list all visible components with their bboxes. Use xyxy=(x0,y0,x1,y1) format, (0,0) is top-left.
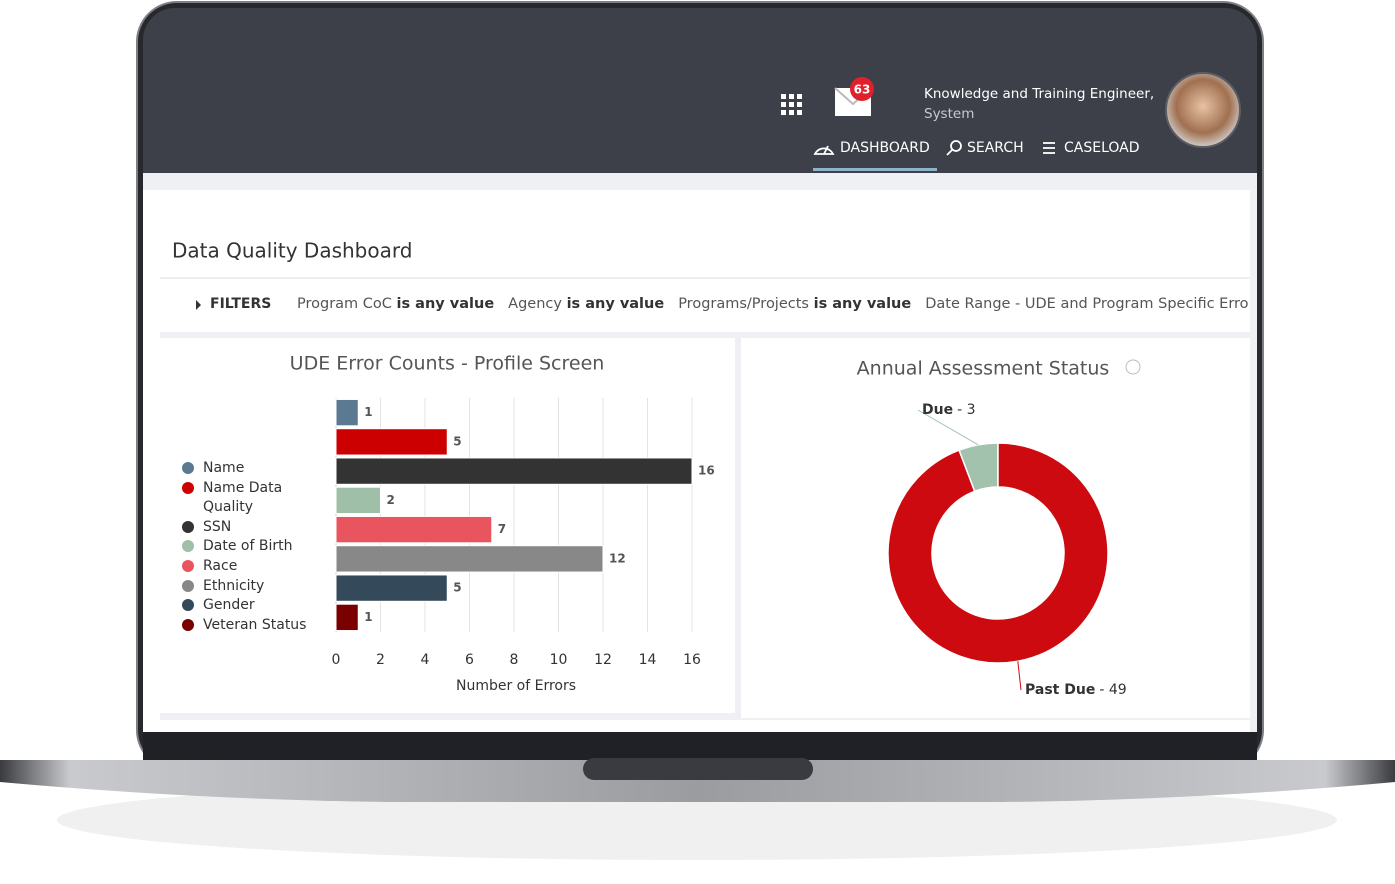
bar xyxy=(335,428,448,456)
filter-item: Programs/Projects is any value xyxy=(678,296,911,312)
help-icon[interactable] xyxy=(1125,359,1141,375)
data-label: 5 xyxy=(453,434,461,448)
x-axis-label: Number of Errors xyxy=(456,678,576,694)
x-tick-label: 8 xyxy=(510,652,519,668)
filter-field: Agency xyxy=(508,296,562,312)
filter-bar: Program CoC is any value Agency is any va… xyxy=(297,296,1248,312)
nav-icons xyxy=(813,140,1055,156)
badge: 63 xyxy=(854,83,871,97)
legend-swatch xyxy=(182,481,194,494)
legend: Name Name Data Quality SSN Date of Birth Rac… xyxy=(182,459,307,635)
x-tick-label: 12 xyxy=(594,652,612,668)
user-name: Knowledge and Training Engineer, xyxy=(924,86,1154,102)
avatar[interactable] xyxy=(1165,72,1241,148)
x-tick-label: 16 xyxy=(683,652,701,668)
filter-op: is any value xyxy=(813,296,912,312)
legend-label: Date of Birth xyxy=(203,538,293,555)
bar xyxy=(335,515,493,544)
legend-swatch xyxy=(182,618,194,631)
data-label: 1 xyxy=(364,405,372,419)
legend-swatch xyxy=(182,540,194,553)
x-tick-label: 14 xyxy=(639,652,657,668)
legend-label: Ethnicity xyxy=(203,577,265,594)
filter-item: Date Range - UDE and Program Specific Er… xyxy=(925,296,1248,312)
data-label: 12 xyxy=(609,551,626,565)
slice xyxy=(887,442,1109,664)
legend-swatch xyxy=(182,559,194,572)
notch xyxy=(583,758,813,780)
data-label: 2 xyxy=(387,493,395,507)
badge-bg xyxy=(850,77,874,101)
nav-item[interactable]: CASELOAD xyxy=(1064,140,1140,156)
x-tick-label: 4 xyxy=(421,652,430,668)
header-bg-fill xyxy=(143,60,1257,173)
bar xyxy=(335,457,693,485)
laptop-base xyxy=(0,760,1395,802)
filter-item: Agency is any value xyxy=(508,296,664,312)
filter-op: is any value xyxy=(396,296,495,312)
filter-caret[interactable] xyxy=(196,300,201,310)
legend-label: Name Data Quality xyxy=(203,479,283,516)
legend-item: Ethnicity xyxy=(182,577,307,597)
filter-item: Program CoC is any value xyxy=(297,296,494,312)
page-title: Data Quality Dashboard xyxy=(172,239,412,263)
filter-field: Program CoC xyxy=(297,296,392,312)
nav-active xyxy=(813,168,937,171)
chart-title: Annual Assessment Status xyxy=(857,358,1110,380)
bar xyxy=(335,398,359,427)
apps-icon[interactable] xyxy=(781,94,802,115)
bar xyxy=(335,545,604,573)
legend-swatch xyxy=(182,599,194,612)
legend-item: Veteran Status xyxy=(182,616,307,636)
legend-swatch xyxy=(182,462,194,474)
legend-label: Name xyxy=(203,460,245,476)
legend-label: Race xyxy=(203,557,238,574)
label-category: Due xyxy=(922,402,953,418)
legend-swatch xyxy=(182,579,194,592)
bezel-bottom xyxy=(143,732,1257,762)
legend-item: SSN xyxy=(182,518,307,538)
data-label: 5 xyxy=(453,581,461,595)
data-label: Due - 3 xyxy=(922,402,976,418)
nav-item[interactable]: SEARCH xyxy=(967,140,1024,156)
legend-label: Gender xyxy=(203,597,255,614)
connector xyxy=(917,409,979,446)
legend-swatch xyxy=(182,520,194,533)
x-tick-label: 0 xyxy=(332,652,341,668)
legend-label: Veteran Status xyxy=(203,616,307,633)
panel-row xyxy=(160,720,1250,732)
filters-label[interactable]: FILTERS xyxy=(210,296,272,312)
user-role: System xyxy=(924,106,974,122)
legend-label: SSN xyxy=(203,518,232,535)
bar xyxy=(335,574,448,602)
legend-item: Date of Birth xyxy=(182,537,307,557)
bar xyxy=(335,603,359,632)
connector xyxy=(1017,661,1022,691)
legend-item: Race xyxy=(182,557,307,577)
data-label: Past Due - 49 xyxy=(1025,682,1127,698)
data-label: 1 xyxy=(364,610,372,624)
label-category: Past Due xyxy=(1025,682,1095,698)
x-tick-label: 6 xyxy=(465,652,474,668)
filter-op: is any value xyxy=(566,296,665,312)
legend-item: Gender xyxy=(182,596,307,616)
chart-title: UDE Error Counts - Profile Screen xyxy=(290,353,605,375)
legend-item: Name Data Quality xyxy=(182,479,307,518)
x-tick-label: 10 xyxy=(550,652,568,668)
data-label: 16 xyxy=(698,464,715,478)
nav-item[interactable]: DASHBOARD xyxy=(840,140,930,156)
filter-field: Date Range - UDE and Program Specific Er… xyxy=(925,296,1248,312)
filter-field: Programs/Projects xyxy=(678,296,809,312)
label-value: - 3 xyxy=(957,402,975,418)
legend-item: Name xyxy=(182,459,307,479)
label-value: - 49 xyxy=(1099,682,1126,698)
data-label: 7 xyxy=(498,522,506,536)
x-tick-label: 2 xyxy=(376,652,385,668)
bar xyxy=(335,486,381,515)
